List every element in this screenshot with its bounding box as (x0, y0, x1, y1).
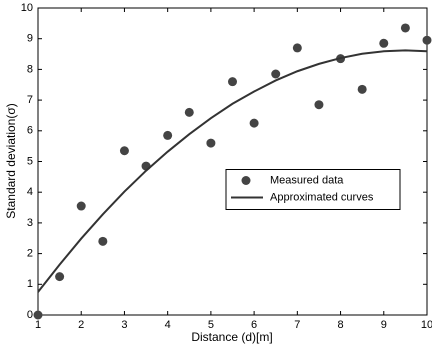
data-point (292, 43, 302, 53)
data-point (422, 35, 432, 45)
x-tick-label: 6 (251, 319, 257, 331)
y-tick-label: 6 (27, 125, 33, 137)
y-tick-label: 1 (27, 278, 33, 290)
x-tick-label: 10 (421, 319, 432, 331)
data-point (55, 272, 65, 282)
x-tick-label: 7 (294, 319, 300, 331)
data-point (76, 201, 86, 211)
x-tick-label: 1 (35, 319, 41, 331)
legend-box (225, 169, 401, 210)
y-tick-label: 7 (27, 94, 33, 106)
legend-label: Measured data (270, 174, 344, 186)
plot-frame (37, 7, 428, 316)
legend-marker (241, 176, 251, 185)
y-tick-label: 3 (27, 217, 33, 229)
data-point (228, 77, 237, 87)
y-tick-label: 2 (27, 248, 33, 260)
data-point (357, 84, 367, 94)
data-point (249, 118, 259, 128)
data-point (400, 23, 410, 33)
y-tick-label: 10 (21, 2, 33, 14)
x-axis-title: Distance (d)[m] (191, 330, 272, 344)
legend-label: Approximated curves (270, 191, 374, 203)
data-point (98, 236, 108, 246)
y-tick-label: 8 (27, 63, 33, 75)
y-tick-label: 0 (27, 309, 33, 321)
y-tick-label: 9 (27, 33, 33, 45)
y-axis-title: Standard deviation(σ) (4, 103, 18, 218)
data-point (33, 310, 43, 320)
y-tick-label: 4 (27, 186, 33, 198)
data-point (119, 146, 129, 156)
data-point (271, 69, 281, 79)
x-tick-label: 3 (121, 319, 127, 331)
data-point (314, 100, 324, 110)
fitted-curve (37, 49, 428, 293)
y-tick-label: 5 (27, 155, 33, 167)
x-tick-label: 5 (208, 319, 214, 331)
x-tick-label: 4 (165, 319, 171, 331)
data-point (379, 38, 389, 48)
data-point (184, 107, 194, 117)
data-point (163, 130, 173, 140)
x-tick-label: 2 (78, 319, 84, 331)
x-tick-label: 8 (337, 319, 343, 331)
data-point (206, 138, 216, 148)
x-tick-label: 9 (381, 319, 387, 331)
